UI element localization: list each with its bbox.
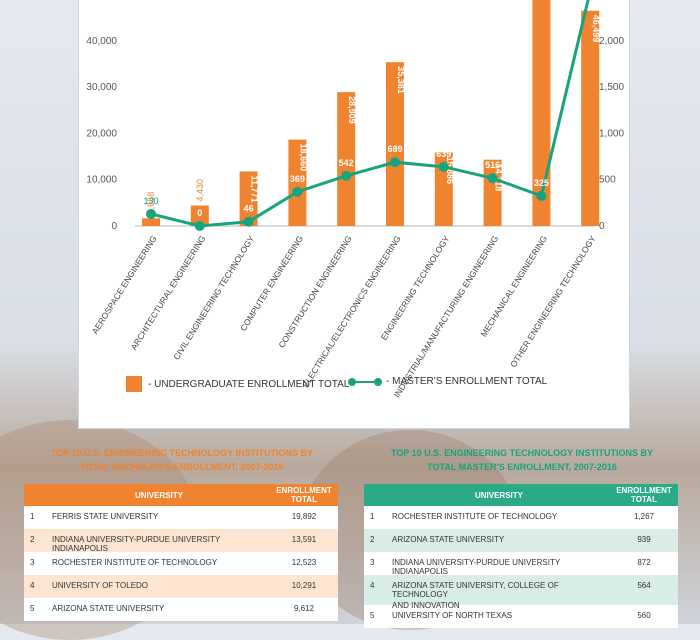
bar-data-label: 14,318 — [494, 164, 504, 192]
point-masters — [438, 161, 449, 172]
point-data-label: 369 — [290, 174, 305, 184]
point-masters — [390, 157, 400, 168]
point-masters — [487, 173, 498, 184]
point-masters — [292, 186, 303, 197]
bar-undergrad — [337, 92, 356, 226]
point-data-label: 130 — [143, 196, 158, 206]
y-right-tick-label: 1,500 — [599, 82, 624, 93]
bachelors-title-line1: TOP 10 U.S. ENGINEERING TECHNOLOGY INSTI… — [50, 448, 314, 458]
y-right-tick-label: 2,000 — [599, 36, 624, 47]
point-data-label: 0 — [197, 208, 202, 218]
col-university: UNIVERSITY — [474, 490, 523, 500]
point-data-label: 516 — [485, 160, 500, 170]
bar-data-label: 28,909 — [347, 96, 357, 124]
enrollment-chart: 0 10,000 20,000 30,000 40,000 0 500 1,000 1,500… — [86, 0, 624, 400]
y-left-tick-label: 0 — [111, 221, 117, 232]
table-row: 4 ARIZONA STATE UNIVERSITY, COLLEGE OF T… — [364, 575, 678, 610]
bar-data-label: 35,381 — [396, 66, 406, 94]
bachelors-title-line2: TOTAL BACHELOR'S ENROLLMENT, 2007-2016 — [80, 462, 284, 472]
col-enrollment-total: ENROLLMENT TOTAL — [616, 486, 672, 504]
y-right-tick-label: 0 — [599, 221, 605, 232]
table-row: 3 ROCHESTER INSTITUTE OF TECHNOLOGY 12,5… — [24, 552, 338, 575]
point-masters — [341, 170, 352, 181]
point-data-label: 639 — [436, 149, 451, 159]
bar-undergrad — [386, 62, 404, 226]
table-row: 2 INDIANA UNIVERSITY-PURDUE UNIVERSITY I… — [24, 529, 338, 553]
point-data-label: 542 — [339, 158, 354, 168]
table-row: 5 ARIZONA STATE UNIVERSITY 9,612 — [24, 598, 338, 621]
table-row: 5 UNIVERSITY OF NORTH TEXAS 560 — [364, 605, 678, 628]
bachelors-table-header: UNIVERSITY ENROLLMENT TOTAL — [24, 484, 338, 506]
bar-undergrad — [142, 218, 160, 226]
bar-data-label: 18,660 — [298, 144, 308, 172]
masters-series-line — [150, 0, 590, 228]
table-row: 1 ROCHESTER INSTITUTE OF TECHNOLOGY 1,26… — [364, 506, 678, 529]
bar-data-label: 1,658 — [146, 192, 156, 215]
bar-data-label: 15,886 — [445, 156, 455, 184]
x-category-label: CIVIL ENGINEERING TECHNOLOGY — [171, 233, 256, 361]
table-row: 1 FERRIS STATE UNIVERSITY 19,892 — [24, 506, 338, 529]
masters-table-title: TOP 10 U.S. ENGINEERING TECHNOLOGY INSTI… — [364, 446, 680, 474]
y-right-tick-label: 500 — [599, 175, 616, 186]
point-masters — [243, 216, 254, 227]
masters-title-line2: TOTAL MASTER'S ENROLLMENT, 2007-2016 — [427, 462, 617, 472]
x-category-label: OTHER ENGINEERING TECHNOLOGY — [508, 233, 598, 369]
masters-table-header: UNIVERSITY ENROLLMENT TOTAL — [364, 484, 678, 506]
point-data-label: 46 — [244, 204, 254, 214]
bar-undergrad — [239, 171, 258, 226]
col-university: UNIVERSITY — [134, 490, 183, 500]
chart-panel: 0 10,000 20,000 30,000 40,000 0 500 1,000 1,500… — [78, 0, 630, 429]
table-row: 3 INDIANA UNIVERSITY-PURDUE UNIVERSITY I… — [364, 552, 678, 576]
point-data-label: 689 — [387, 144, 402, 154]
table-row: 4 UNIVERSITY OF TOLEDO 10,291 — [24, 575, 338, 598]
y-left-tick-label: 40,000 — [86, 36, 117, 47]
point-masters — [536, 190, 547, 201]
point-data-label: 325 — [534, 178, 549, 188]
bar-undergrad — [532, 0, 551, 226]
table-row: 2 ARIZONA STATE UNIVERSITY 939 — [364, 529, 678, 552]
legend-swatch-undergrad — [126, 376, 142, 392]
bar-undergrad — [190, 205, 209, 226]
y-left-tick-label: 10,000 — [86, 175, 117, 186]
bar-undergrad — [581, 10, 600, 227]
legend-label-masters: - MASTER'S ENROLLMENT TOTAL — [386, 376, 548, 387]
legend-label-undergrad: - UNDERGRADUATE ENROLLMENT TOTAL — [148, 378, 350, 390]
y-left-tick-label: 30,000 — [86, 82, 117, 93]
x-category-label: INDUSTRIAL/MANUFACTURING ENGINEERING — [392, 234, 501, 400]
point-masters — [194, 221, 205, 231]
y-left-tick-label: 20,000 — [86, 128, 117, 139]
y-right-tick-label: 1,000 — [599, 128, 624, 139]
bar-undergrad — [288, 139, 307, 226]
bar-data-label: 46,499 — [591, 15, 601, 43]
legend-undergrad: - UNDERGRADUATE ENROLLMENT TOTAL — [126, 376, 349, 392]
bachelors-table-title: TOP 10 U.S. ENGINEERING TECHNOLOGY INSTI… — [24, 446, 340, 474]
col-enrollment-total: ENROLLMENT TOTAL — [276, 486, 332, 504]
point-masters — [146, 208, 156, 219]
legend-swatch-masters — [348, 377, 382, 386]
x-category-label: ELECTRICAL/ELECTRONICS ENGINEERING — [300, 234, 402, 390]
bachelors-table: UNIVERSITY ENROLLMENT TOTAL 1 FERRIS STA… — [24, 484, 338, 621]
masters-title-line1: TOP 10 U.S. ENGINEERING TECHNOLOGY INSTI… — [390, 448, 654, 458]
bar-data-label: 11,771 — [250, 176, 260, 203]
bar-undergrad — [434, 152, 453, 226]
legend-masters: - MASTER'S ENROLLMENT TOTAL — [348, 376, 548, 387]
masters-table: UNIVERSITY ENROLLMENT TOTAL 1 ROCHESTER … — [364, 484, 678, 628]
bar-data-label: 4,430 — [195, 179, 205, 202]
